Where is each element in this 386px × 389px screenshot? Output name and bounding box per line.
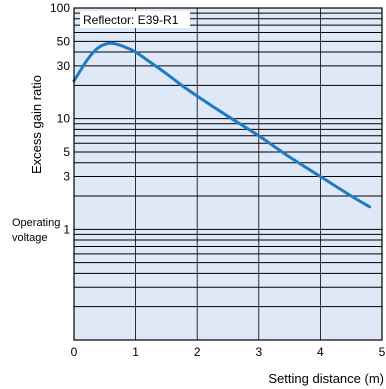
- x-tick-label: 4: [317, 345, 324, 359]
- x-tick-label: 0: [71, 345, 78, 359]
- y-axis-label: Excess gain ratio: [29, 75, 44, 174]
- y-tick-labels: 1 3 5 10 30 50 100: [50, 1, 70, 236]
- y-tick-label: 1: [63, 222, 70, 236]
- plot-frame: [73, 7, 383, 341]
- y-tick-label: 30: [57, 59, 71, 73]
- operating-voltage-label-line1: Operating: [12, 217, 60, 229]
- x-tick-label: 5: [379, 345, 386, 359]
- plot-area: [74, 8, 382, 340]
- x-tick-labels: 0 1 2 3 4 5: [71, 345, 386, 359]
- operating-voltage-label-line2: voltage: [12, 232, 47, 244]
- excess-gain-curve: [72, 41, 372, 209]
- y-tick-label: 10: [57, 112, 71, 126]
- y-tick-label: 5: [63, 145, 70, 159]
- x-tick-label: 2: [194, 345, 201, 359]
- x-axis-label: Setting distance (m): [268, 371, 384, 386]
- x-tick-label: 3: [255, 345, 262, 359]
- x-tick-label: 1: [132, 345, 139, 359]
- curve-layer: [72, 41, 372, 209]
- legend-background: [80, 11, 190, 28]
- legend: Reflector: E39-R1: [80, 11, 190, 28]
- y-tick-label: 50: [57, 34, 71, 48]
- y-tick-label: 3: [63, 170, 70, 184]
- vertical-gridlines: [135, 8, 321, 340]
- y-tick-label: 100: [50, 1, 70, 15]
- legend-text: Reflector: E39-R1: [83, 13, 179, 27]
- horizontal-gridlines: [74, 12, 382, 308]
